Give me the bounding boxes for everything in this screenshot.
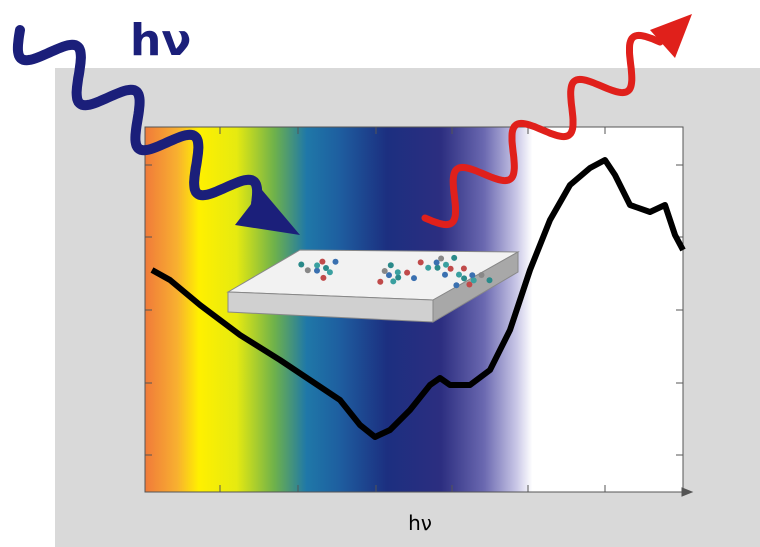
atom: [314, 268, 320, 274]
atom: [327, 269, 333, 275]
atom: [388, 262, 394, 268]
atom: [395, 269, 401, 275]
atom: [404, 270, 410, 276]
atom: [418, 259, 424, 265]
atom: [469, 272, 475, 278]
atom: [438, 256, 444, 262]
atom: [442, 272, 448, 278]
atom: [487, 277, 493, 283]
atom: [466, 282, 472, 288]
atom: [479, 272, 485, 278]
page: hν hν (() => { const data = JSON.parse(d…: [0, 0, 760, 547]
atom: [305, 267, 311, 273]
atom: [434, 260, 440, 266]
atom: [461, 275, 467, 281]
atom: [319, 259, 325, 265]
atom: [435, 265, 441, 271]
atom: [314, 262, 320, 268]
atom: [411, 275, 417, 281]
atom: [443, 262, 449, 268]
atom: [453, 282, 459, 288]
emitted-arrowhead: [650, 14, 692, 58]
illustration: hν hν: [0, 0, 760, 547]
atom: [390, 278, 396, 284]
atom: [333, 259, 339, 265]
atom: [320, 275, 326, 281]
atom: [377, 279, 383, 285]
atom: [382, 268, 388, 274]
atom: [461, 266, 467, 272]
atom: [448, 266, 454, 272]
atom: [425, 265, 431, 271]
axis-label: hν: [408, 511, 432, 535]
atom: [451, 255, 457, 261]
atom: [395, 275, 401, 281]
photon-label: hν: [130, 15, 191, 66]
atom: [298, 262, 304, 268]
atom: [456, 272, 462, 278]
